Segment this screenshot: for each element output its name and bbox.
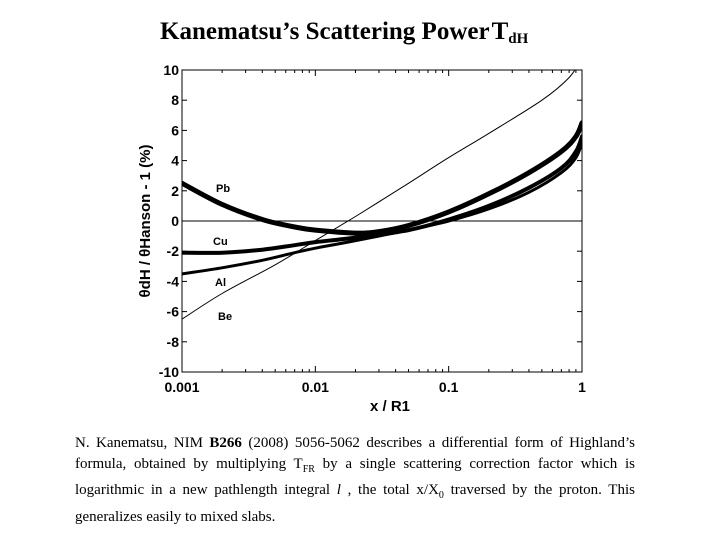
axis-ticks: 10 8 6 4 2 0 -2 -4 -6 -8 -100.001 0.01 0.1 1 (159, 62, 586, 395)
x-tick-label: 1 (578, 379, 586, 395)
series-line-be (182, 70, 576, 320)
series-line-pb (182, 120, 582, 236)
series-lines (182, 70, 582, 320)
axis-labels: x / R1 θdH / θHanson - 1 (%) (137, 145, 410, 415)
slide-title: Kanematsu’s Scattering PowerTdH (160, 18, 580, 48)
caption: N. Kanematsu, NIM B266 (2008) 5056-5062 … (75, 433, 635, 527)
caption-subscript: FR (302, 463, 315, 475)
caption-part: , the total x/X (340, 482, 439, 498)
x-tick-label: 0.001 (164, 379, 199, 395)
y-tick-label: 8 (171, 92, 179, 108)
title-subscript: dH (508, 31, 529, 47)
caption-part: by a single scattering correction factor… (75, 455, 636, 499)
title-text: Kanematsu’s Scattering Power (160, 18, 490, 45)
y-axis-label: θdH / θHanson - 1 (%) (137, 145, 154, 298)
x-axis-label: x / R1 (370, 398, 410, 415)
series-line-al (182, 141, 582, 276)
chart: 10 8 6 4 2 0 -2 -4 -6 -8 -100.001 0.01 0.1 1 Pb Cu Al Be… (137, 62, 586, 415)
y-tick-label: -6 (167, 304, 180, 320)
x-tick-label: 0.1 (439, 379, 459, 395)
curve-label-cu: Cu (213, 236, 228, 248)
y-tick-label: -2 (167, 243, 180, 259)
y-tick-label: -8 (167, 334, 180, 350)
curve-labels: Pb Cu Al Be (213, 183, 232, 323)
title-symbol: T (491, 18, 509, 45)
curve-label-al: Al (215, 277, 226, 289)
y-tick-label: 4 (171, 153, 179, 169)
caption-subscript: 0 (438, 490, 444, 501)
caption-part: (2008) 5056-5062 describes a differentia… (75, 435, 635, 472)
y-tick-label: 6 (171, 122, 179, 138)
x-tick-label: 0.01 (302, 379, 329, 395)
caption-ell: l (336, 482, 341, 498)
y-tick-label: 2 (171, 183, 179, 199)
y-tick-label: 0 (171, 213, 179, 229)
caption-part: traversed by the proton. This generalize… (75, 482, 635, 525)
y-tick-label: 10 (163, 62, 179, 78)
curve-label-pb: Pb (216, 183, 230, 195)
plot-area (181, 69, 583, 373)
y-tick-label: -4 (167, 273, 180, 289)
caption-volume: B266 (209, 435, 242, 451)
caption-part: N. Kanematsu, NIM (75, 435, 210, 451)
curve-label-be: Be (218, 311, 232, 323)
y-tick-label: -10 (159, 364, 179, 380)
